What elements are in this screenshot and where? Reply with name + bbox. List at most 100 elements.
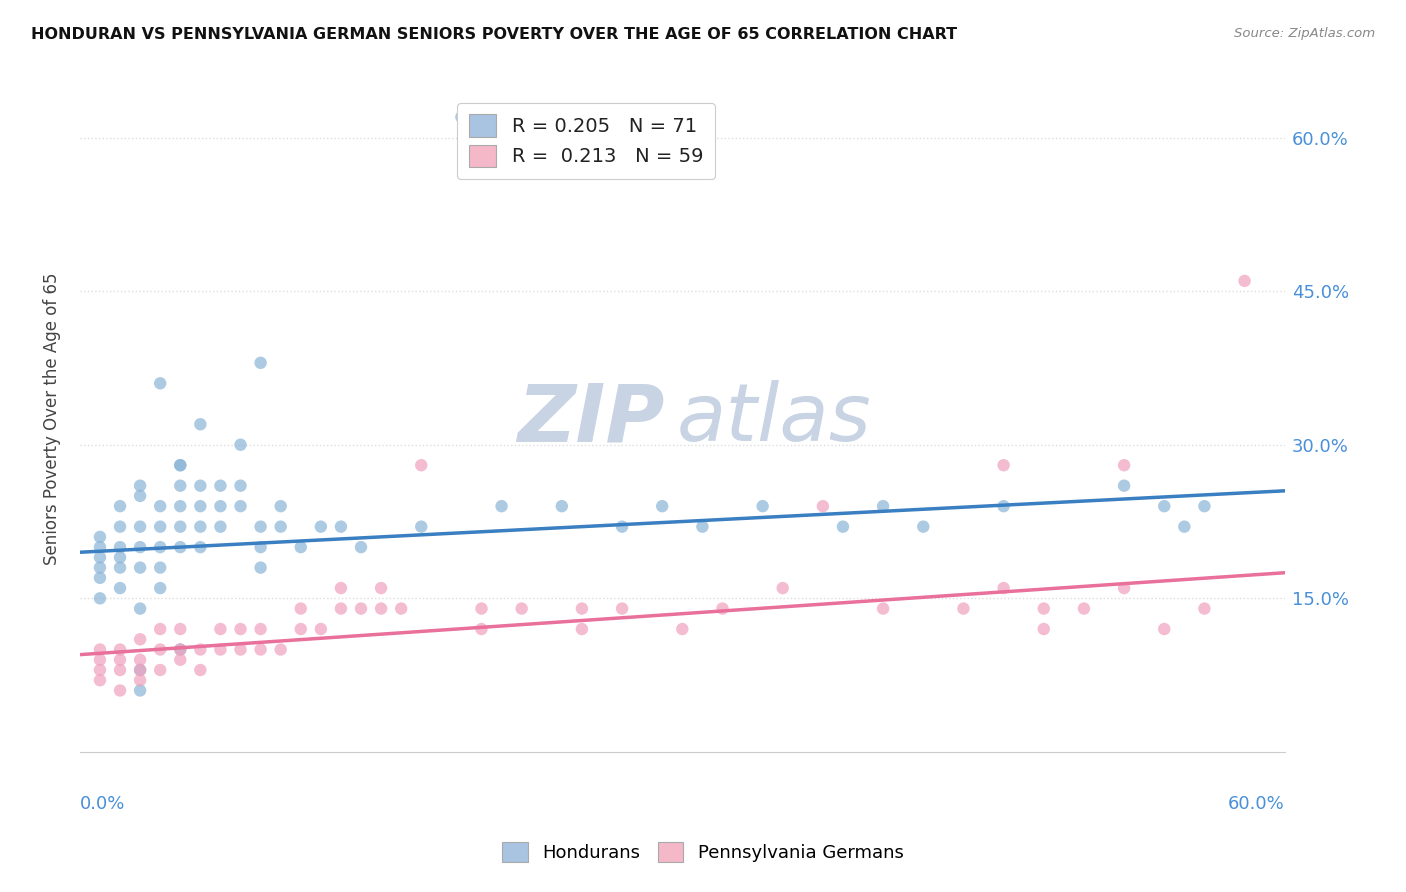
Point <box>129 478 152 492</box>
Point <box>149 581 172 595</box>
Point <box>571 601 593 615</box>
Point <box>270 499 292 513</box>
Point <box>249 622 271 636</box>
Point <box>149 540 172 554</box>
Point <box>1114 581 1136 595</box>
Point <box>1194 499 1216 513</box>
Point <box>411 519 433 533</box>
Legend: R = 0.205   N = 71, R =  0.213   N = 59: R = 0.205 N = 71, R = 0.213 N = 59 <box>457 103 714 178</box>
Point <box>169 622 191 636</box>
Point <box>872 601 894 615</box>
Text: 0.0%: 0.0% <box>80 795 125 814</box>
Text: ZIP: ZIP <box>517 380 664 458</box>
Point <box>329 581 352 595</box>
Point <box>470 601 492 615</box>
Point <box>309 519 332 533</box>
Text: HONDURAN VS PENNSYLVANIA GERMAN SENIORS POVERTY OVER THE AGE OF 65 CORRELATION C: HONDURAN VS PENNSYLVANIA GERMAN SENIORS … <box>31 27 957 42</box>
Point <box>169 653 191 667</box>
Point <box>190 540 212 554</box>
Point <box>249 356 271 370</box>
Point <box>108 560 131 574</box>
Point <box>1114 458 1136 473</box>
Point <box>1153 622 1175 636</box>
Point <box>149 499 172 513</box>
Point <box>1032 601 1054 615</box>
Point <box>149 622 172 636</box>
Point <box>329 601 352 615</box>
Point <box>229 622 252 636</box>
Point <box>169 642 191 657</box>
Point <box>270 642 292 657</box>
Point <box>209 519 232 533</box>
Point <box>108 683 131 698</box>
Point <box>249 642 271 657</box>
Point <box>129 601 152 615</box>
Point <box>692 519 714 533</box>
Point <box>229 499 252 513</box>
Point <box>1114 478 1136 492</box>
Point <box>290 540 312 554</box>
Point <box>169 478 191 492</box>
Point <box>993 458 1015 473</box>
Point <box>1073 601 1095 615</box>
Point <box>229 478 252 492</box>
Point <box>993 581 1015 595</box>
Point <box>89 571 111 585</box>
Point <box>671 622 693 636</box>
Point <box>249 540 271 554</box>
Point <box>832 519 855 533</box>
Point <box>89 540 111 554</box>
Y-axis label: Seniors Poverty Over the Age of 65: Seniors Poverty Over the Age of 65 <box>44 273 60 566</box>
Point <box>610 601 633 615</box>
Point <box>190 499 212 513</box>
Point <box>190 663 212 677</box>
Point <box>470 622 492 636</box>
Point <box>149 376 172 391</box>
Point <box>129 489 152 503</box>
Point <box>89 642 111 657</box>
Text: Source: ZipAtlas.com: Source: ZipAtlas.com <box>1234 27 1375 40</box>
Point <box>229 438 252 452</box>
Point <box>169 642 191 657</box>
Point <box>450 110 472 124</box>
Point <box>108 499 131 513</box>
Point <box>129 632 152 647</box>
Point <box>108 540 131 554</box>
Point <box>411 458 433 473</box>
Point <box>129 519 152 533</box>
Point <box>89 673 111 688</box>
Point <box>1233 274 1256 288</box>
Point <box>491 499 513 513</box>
Point <box>1173 519 1195 533</box>
Point <box>108 663 131 677</box>
Point <box>89 591 111 606</box>
Point <box>169 540 191 554</box>
Point <box>1153 499 1175 513</box>
Point <box>190 417 212 432</box>
Point <box>129 560 152 574</box>
Point <box>149 642 172 657</box>
Point <box>249 560 271 574</box>
Point <box>89 560 111 574</box>
Point <box>993 499 1015 513</box>
Point <box>108 653 131 667</box>
Point <box>169 519 191 533</box>
Point <box>872 499 894 513</box>
Point <box>510 601 533 615</box>
Point <box>309 622 332 636</box>
Point <box>350 540 373 554</box>
Point <box>89 550 111 565</box>
Point <box>129 663 152 677</box>
Point <box>751 499 773 513</box>
Point <box>129 540 152 554</box>
Point <box>209 622 232 636</box>
Point <box>1194 601 1216 615</box>
Legend: Hondurans, Pennsylvania Germans: Hondurans, Pennsylvania Germans <box>495 834 911 870</box>
Point <box>229 642 252 657</box>
Point <box>89 653 111 667</box>
Point <box>169 458 191 473</box>
Point <box>350 601 373 615</box>
Point <box>209 499 232 513</box>
Point <box>329 519 352 533</box>
Point <box>108 550 131 565</box>
